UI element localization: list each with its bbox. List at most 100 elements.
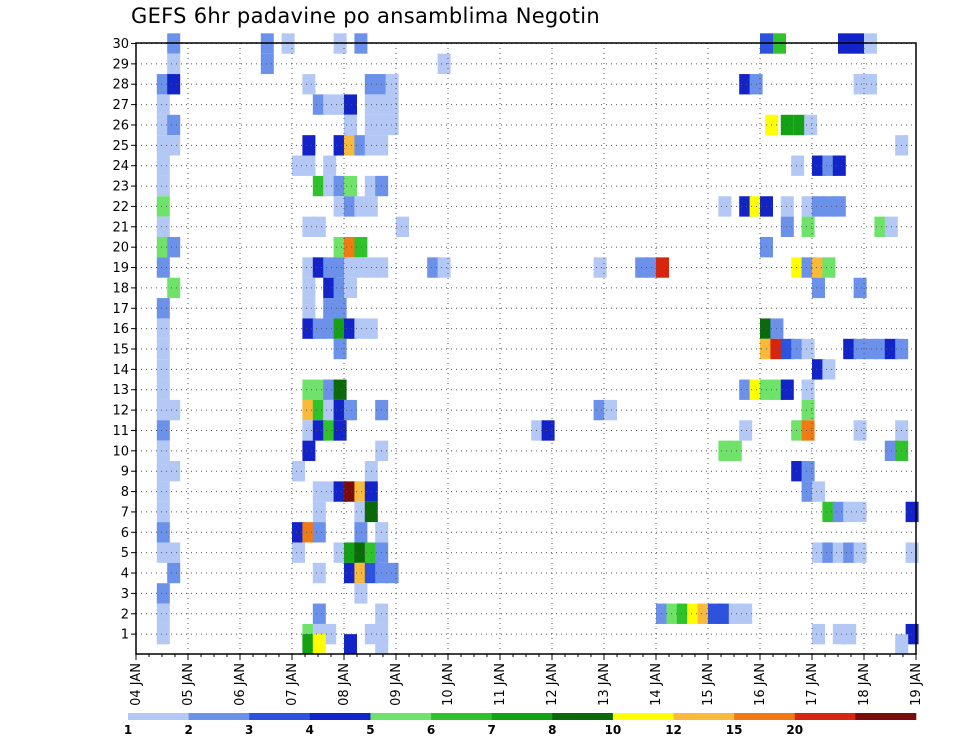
heatmap-cell (156, 135, 170, 156)
x-tick-label: 16 JAN (753, 663, 768, 706)
heatmap-cell (739, 74, 753, 95)
heatmap-cell (801, 216, 815, 237)
heatmap-cell (333, 318, 347, 339)
heatmap-cell (292, 155, 305, 176)
heatmap-cell (260, 53, 274, 75)
heatmap-cell (793, 114, 807, 136)
heatmap-cell (832, 623, 846, 645)
legend-label: 2 (184, 723, 192, 737)
heatmap-cell (739, 420, 753, 441)
heatmap-cell (323, 277, 337, 299)
heatmap-cell (156, 257, 170, 278)
y-tick-label: 3 (121, 587, 129, 602)
heatmap-cell (853, 338, 867, 360)
y-tick-label: 24 (112, 159, 129, 174)
plot-frame (135, 42, 917, 655)
y-tick-label: 19 (112, 261, 129, 276)
x-tick-label: 08 JAN (337, 663, 352, 706)
heatmap-cell (312, 522, 326, 543)
heatmap-cell (344, 481, 357, 502)
heatmap-cell (864, 338, 877, 360)
heatmap-cell (344, 399, 357, 421)
heatmap-cell (385, 94, 399, 115)
heatmap-cell (156, 603, 170, 624)
heatmap-cell (822, 155, 836, 176)
heatmap-cell (323, 623, 337, 645)
y-tick-label: 27 (112, 98, 129, 113)
heatmap-cell (791, 338, 805, 360)
heatmap-cell (801, 196, 815, 217)
y-tick-label: 22 (112, 200, 129, 215)
heatmap-cell (156, 114, 170, 136)
x-tick-label: 10 JAN (441, 663, 456, 706)
heatmap-cell (167, 461, 181, 482)
heatmap-cell (156, 379, 170, 400)
legend-label: 10 (605, 723, 622, 737)
heatmap-cell (804, 114, 818, 136)
heatmap-cell (656, 603, 669, 624)
legend-label: 12 (665, 723, 682, 737)
heatmap-cell (354, 583, 368, 604)
heatmap-cell (292, 522, 305, 543)
y-tick-label: 13 (112, 383, 129, 398)
heatmap-cell (728, 440, 742, 462)
heatmap-cell (780, 114, 794, 136)
y-tick-label: 8 (121, 485, 129, 500)
heatmap-cell (666, 603, 680, 624)
x-tick-label: 14 JAN (649, 663, 664, 706)
heatmap-cell (156, 94, 170, 115)
x-tick-label: 06 JAN (233, 663, 248, 706)
heatmap-cell (344, 542, 357, 563)
heatmap-cell (156, 155, 170, 176)
x-tick-label: 17 JAN (805, 663, 820, 706)
heatmap-cell (156, 318, 170, 339)
heatmap-cell (167, 53, 181, 75)
heatmap-cell (302, 420, 316, 441)
legend-swatch (794, 713, 856, 720)
heatmap-cell (344, 318, 357, 339)
heatmap-cell (812, 257, 825, 278)
heatmap-cell (156, 522, 170, 543)
heatmap-cell (853, 420, 867, 441)
heatmap-cell (832, 501, 846, 523)
heatmap-cell (354, 257, 368, 278)
heatmap-cell (344, 562, 357, 584)
heatmap-cell (333, 420, 347, 441)
color-legend: 1 2 3 4 5 6 7 8 10 12 15 20 (124, 713, 917, 737)
y-tick-label: 6 (121, 526, 129, 541)
heatmap-cell (801, 338, 815, 360)
legend-label: 8 (548, 723, 556, 737)
heatmap-cell (333, 379, 347, 400)
legend-swatch (612, 713, 674, 720)
y-tick-label: 5 (121, 546, 129, 561)
heatmap-cell (812, 155, 825, 176)
x-tick-label: 11 JAN (493, 663, 508, 706)
heatmap-cell (344, 94, 357, 115)
heatmap-cell (812, 196, 825, 217)
y-axis: 1234567891011121314151617181920212223242… (112, 37, 136, 643)
heatmap-cell (697, 603, 711, 624)
legend-swatch (128, 713, 189, 720)
heatmap-cell (812, 481, 825, 502)
heatmap-cell (167, 135, 181, 156)
heatmap-cell (780, 216, 794, 237)
x-tick-label: 18 JAN (857, 663, 872, 706)
heatmap-cell (593, 257, 607, 278)
heatmap-cell (791, 461, 805, 482)
heatmap-cell (812, 359, 825, 380)
heatmap-cell (312, 501, 326, 523)
heatmap-cell (791, 257, 805, 278)
heatmap-cell (156, 298, 170, 319)
heatmap-cell (385, 114, 399, 136)
heatmap-cell (780, 379, 794, 400)
heatmap-cell (739, 603, 753, 624)
heatmap-cell (385, 562, 399, 584)
heatmap-cell (312, 481, 326, 502)
heatmap-cell (427, 257, 441, 278)
heatmap-cell (437, 53, 451, 75)
heatmap-cell (354, 135, 368, 156)
legend-label: 15 (726, 723, 743, 737)
heatmap-cell (344, 634, 357, 655)
heatmap-cell (302, 277, 316, 299)
